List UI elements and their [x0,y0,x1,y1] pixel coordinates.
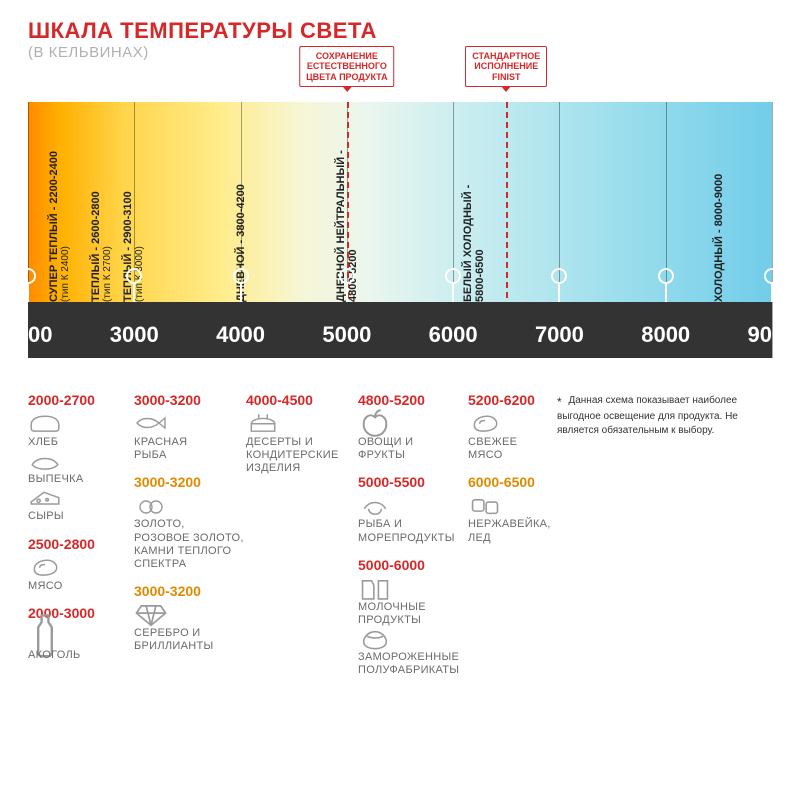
ice-icon [468,494,502,516]
rings-icon [134,494,168,516]
product-group: 5000-5500 РЫБА ИМОРЕПРОДУКТЫ [358,474,468,544]
milk-icon [358,577,392,599]
fish-icon [134,412,168,434]
tick-circle [764,268,780,284]
color-scale: СУПЕР ТЕПЛЫЙ - 2200-2400(тип К 2400) ТЕПЛ… [28,102,772,358]
dumpling-icon [358,627,392,649]
tick-stem [240,284,242,302]
tick-stem [133,284,135,302]
temperature-range: 4000-4500 [246,392,356,408]
temperature-range: 2500-2800 [28,536,138,552]
tick-circle [551,268,567,284]
tick-stem [27,284,29,302]
callout-box: СОХРАНЕНИЕЕСТЕСТВЕННОГОЦВЕТА ПРОДУКТА [299,46,395,87]
product-group: 2000-3000АКОГОЛЬ [28,605,138,662]
temperature-range: 3000-3200 [134,474,244,490]
tick-label: 5000 [322,322,371,348]
tick-circle [445,268,461,284]
product-group: 2000-2700 ХЛЕБ ВЫПЕЧКА СЫРЫ [28,392,138,524]
tick-stem [665,284,667,302]
temperature-range: 5000-5500 [358,474,468,490]
product-group: 5000-6000 МОЛОЧНЫЕ ПРОДУКТЫ ЗАМОРОЖЕННЫЕПО… [358,557,468,678]
croissant-icon [28,449,62,471]
tick-label: 9000 [748,322,797,348]
product-label: ХЛЕБ [28,436,138,449]
product-label: МЯСО [28,580,138,593]
bread-icon [28,412,62,434]
apple-icon [358,412,392,434]
temperature-range: 3000-3200 [134,392,244,408]
tick-label: 6000 [429,322,478,348]
tick-line [772,102,773,358]
cheese-icon [28,486,62,508]
bottle-icon [28,625,62,647]
product-label: СЫРЫ [28,510,138,523]
product-label: СВЕЖЕЕМЯСО [468,436,578,462]
tick-stem [346,284,348,302]
tick-label: 3000 [110,322,159,348]
tick-circle [20,268,36,284]
product-label: ЗАМОРОЖЕННЫЕПОЛУФАБРИКАТЫ [358,651,468,677]
product-label: РЫБА ИМОРЕПРОДУКТЫ [358,518,468,544]
product-column: 4000-4500 ДЕСЕРТЫ ИКОНДИТЕРСКИЕИЗДЕЛИЯ [246,392,356,488]
product-label: СЕРЕБРО ИБРИЛЛИАНТЫ [134,627,244,653]
tick-stem [558,284,560,302]
temperature-range: 2000-2700 [28,392,138,408]
tick-stem [452,284,454,302]
product-label: ОВОЩИ ИФРУКТЫ [358,436,468,462]
tick-circle [233,268,249,284]
product-column: 4800-5200ОВОЩИ ИФРУКТЫ 5000-5500 РЫБА ИМОР… [358,392,468,690]
tick-label: 7000 [535,322,584,348]
steak-icon [28,556,62,578]
callout-box: СТАНДАРТНОЕИСПОЛНЕНИЕFINIST [465,46,547,87]
tick-circle [658,268,674,284]
product-group: 4800-5200ОВОЩИ ИФРУКТЫ [358,392,468,462]
product-label: КРАСНАЯРЫБА [134,436,244,462]
product-label: ВЫПЕЧКА [28,473,138,486]
product-label: НЕРЖАВЕЙКА,ЛЕД [468,518,578,544]
product-group: 3000-3200 КРАСНАЯРЫБА [134,392,244,462]
seafood-icon [358,494,392,516]
product-group: 3000-3200 СЕРЕБРО ИБРИЛЛИАНТЫ [134,583,244,653]
product-group: 5200-6200 СВЕЖЕЕМЯСО [468,392,578,462]
temperature-range: 6000-6500 [468,474,578,490]
scale-vlabel: ХОЛОДНЫЙ - 8000-9000 [713,114,725,302]
footnote: * Данная схема показывает наиболее выгод… [557,394,772,437]
tick-circle [126,268,142,284]
tick-label: 4000 [216,322,265,348]
steak-icon [468,412,502,434]
tick-circle [339,268,355,284]
temperature-range: 5200-6200 [468,392,578,408]
temperature-range: 3000-3200 [134,583,244,599]
tick-label: 8000 [641,322,690,348]
product-label: ДЕСЕРТЫ ИКОНДИТЕРСКИЕИЗДЕЛИЯ [246,436,356,476]
temperature-range: 5000-6000 [358,557,468,573]
diamond-icon [134,603,168,625]
product-column: 3000-3200 КРАСНАЯРЫБА 3000-3200 ЗОЛОТО,РОЗО… [134,392,244,666]
footnote-text: Данная схема показывает наиболее выгодно… [557,395,738,436]
scale-vlabel: СУПЕР ТЕПЛЫЙ - 2200-2400(тип К 2400) [48,114,72,302]
product-label: ЗОЛОТО,РОЗОВОЕ ЗОЛОТО,КАМНИ ТЕПЛОГОСПЕКТ… [134,518,244,571]
product-label: МОЛОЧНЫЕ ПРОДУКТЫ [358,601,468,627]
product-group: 6000-6500 НЕРЖАВЕЙКА,ЛЕД [468,474,578,544]
product-label: АКОГОЛЬ [28,649,138,662]
product-group: 3000-3200 ЗОЛОТО,РОЗОВОЕ ЗОЛОТО,КАМНИ ТЕП… [134,474,244,571]
product-column: 2000-2700 ХЛЕБ ВЫПЕЧКА СЫРЫ 2500-2800 МЯСО 200… [28,392,138,674]
cake-icon [246,412,280,434]
product-column: 5200-6200 СВЕЖЕЕМЯСО 6000-6500 НЕРЖАВЕЙКА,Л… [468,392,578,557]
scale-vlabel: ТЕПЛЫЙ - 2600-2800(тип К 2700) [90,114,114,302]
tick-stem [771,284,773,302]
scale-vlabel: БЕЛЫЙ ХОЛОДНЫЙ -5800-6500 [462,114,486,302]
product-group: 4000-4500 ДЕСЕРТЫ ИКОНДИТЕРСКИЕИЗДЕЛИЯ [246,392,356,476]
product-group: 2500-2800 МЯСО [28,536,138,593]
tick-label: 2000 [4,322,53,348]
page-title: ШКАЛА ТЕМПЕРАТУРЫ СВЕТА [28,18,377,44]
page-subtitle: (В КЕЛЬВИНАХ) [28,44,149,61]
